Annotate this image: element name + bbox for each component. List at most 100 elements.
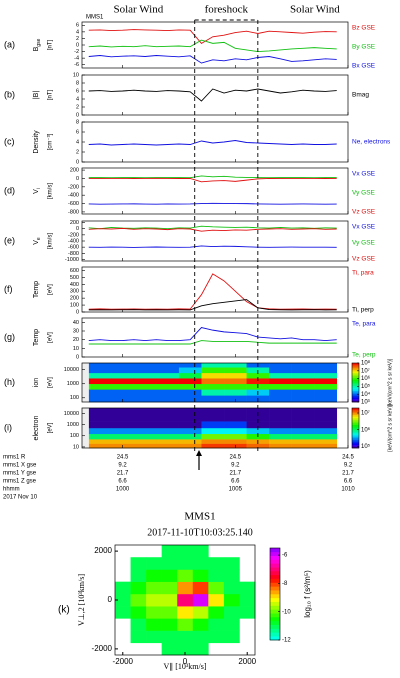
colorbar-tick-label: -6: [282, 553, 288, 559]
heat-cell: [156, 372, 180, 379]
y-tick-label: -800: [68, 251, 79, 257]
y-axis-unit: [nT]: [48, 40, 54, 51]
colorbar-step: [352, 371, 359, 374]
heat-cell: [133, 395, 157, 403]
panel-label: (e): [4, 235, 15, 245]
heat-cell: [314, 389, 338, 396]
y-tick-label: 6: [76, 23, 79, 29]
region-label: foreshock: [205, 4, 249, 16]
y-tick-label: 200: [70, 220, 79, 226]
heat-cell: [314, 378, 338, 385]
y-tick-label: 500: [70, 275, 79, 281]
heat-cell: [88, 372, 112, 379]
dist-cell: [208, 593, 225, 607]
dist-cell: [208, 630, 225, 644]
heat-cell: [291, 389, 315, 396]
heat-cell: [201, 408, 225, 415]
y-tick-label: -2: [74, 49, 79, 55]
heat-cell: [133, 363, 157, 368]
y-tick-label: 100: [70, 395, 79, 401]
heat-cell: [156, 414, 180, 422]
colorbar-step: [352, 419, 359, 422]
dist-cell: [223, 569, 240, 582]
legend-label: Vy GSE: [352, 240, 376, 247]
heat-cell: [133, 439, 157, 444]
panel-label: (k): [58, 605, 70, 616]
heat-cell: [246, 408, 270, 415]
heat-cell: [269, 433, 292, 440]
colorbar-step: [270, 555, 280, 560]
y-label-sub: gse: [36, 38, 42, 46]
heat-cell: [246, 378, 270, 385]
heat-cell: [201, 414, 225, 422]
heat-cell: [314, 408, 338, 415]
heat-cell: [133, 389, 157, 396]
dist-cell: [177, 557, 194, 570]
y-tick-label: -2000: [92, 644, 113, 653]
colorbar-label: log₁₀ f (s²/m⁵): [303, 570, 312, 618]
heat-cell: [224, 378, 247, 385]
colorbar-label: [keV/(cm^2 s sr keV)]: [387, 404, 393, 452]
heat-cell: [178, 378, 202, 385]
heat-cell: [291, 427, 315, 435]
y-tick-label: 200: [70, 296, 79, 302]
ephemeris-label: mms1 Z gse: [3, 479, 37, 485]
colorbar-step: [352, 438, 359, 440]
y-tick-label: 8: [76, 80, 79, 86]
heat-cell: [156, 389, 180, 396]
dist-cell: [208, 618, 225, 631]
dist-cell: [115, 581, 131, 595]
heat-cell: [133, 427, 157, 435]
heat-cell: [269, 383, 292, 390]
heat-cell: [111, 408, 135, 415]
heat-cell: [178, 367, 202, 374]
y-tick-label: -4: [74, 56, 79, 62]
heat-cell: [291, 383, 315, 390]
colorbar-step: [270, 578, 280, 583]
heat-cell: [269, 395, 292, 403]
dist-cell: [239, 581, 256, 595]
colorbar-step: [352, 389, 359, 391]
time-tick-label: 1005: [229, 487, 243, 493]
heat-cell: [291, 414, 315, 422]
dist-cell: [130, 569, 147, 582]
colorbar-step: [352, 409, 359, 412]
heat-cell: [314, 433, 338, 440]
y-tick-label: 20: [73, 337, 79, 343]
heat-cell: [111, 395, 135, 403]
ephemeris-value: 6.6: [344, 479, 353, 485]
heat-cell: [224, 389, 247, 396]
heat-cell: [178, 443, 202, 449]
dist-cell: [130, 606, 147, 619]
y-tick-label: 1000: [67, 422, 79, 428]
y-tick-label: 200: [70, 168, 79, 174]
colorbar-step: [352, 379, 359, 382]
colorbar-step: [352, 367, 359, 370]
heat-cell: [291, 378, 315, 385]
colorbar-step: [352, 387, 359, 390]
colorbar-step: [270, 590, 280, 595]
heat-cell: [314, 383, 338, 390]
heat-cell: [88, 367, 112, 374]
colorbar-step: [352, 429, 359, 432]
colorbar-step: [352, 433, 359, 435]
heat-cell: [111, 383, 135, 390]
dist-cell: [177, 581, 194, 595]
colorbar-step: [352, 395, 359, 398]
colorbar-step: [352, 423, 359, 425]
y-tick-label: -800: [68, 209, 79, 215]
dist-cell: [161, 569, 178, 582]
y-tick-label: 0: [76, 42, 79, 48]
heat-cell: [246, 421, 270, 429]
heat-cell: [178, 421, 202, 429]
dist-cell: [130, 557, 147, 570]
heat-cell: [201, 421, 225, 429]
dist-cell: [192, 545, 209, 558]
y-tick-label: 2: [76, 149, 79, 155]
y-axis-label: electron: [33, 415, 40, 440]
y-label-main: ion: [33, 378, 40, 387]
date-label: 2017 Nov 10: [3, 495, 38, 501]
legend-label: Vx GSE: [352, 171, 376, 178]
ephemeris-value: 21.7: [229, 471, 241, 477]
y-tick-label: 0: [76, 176, 79, 182]
